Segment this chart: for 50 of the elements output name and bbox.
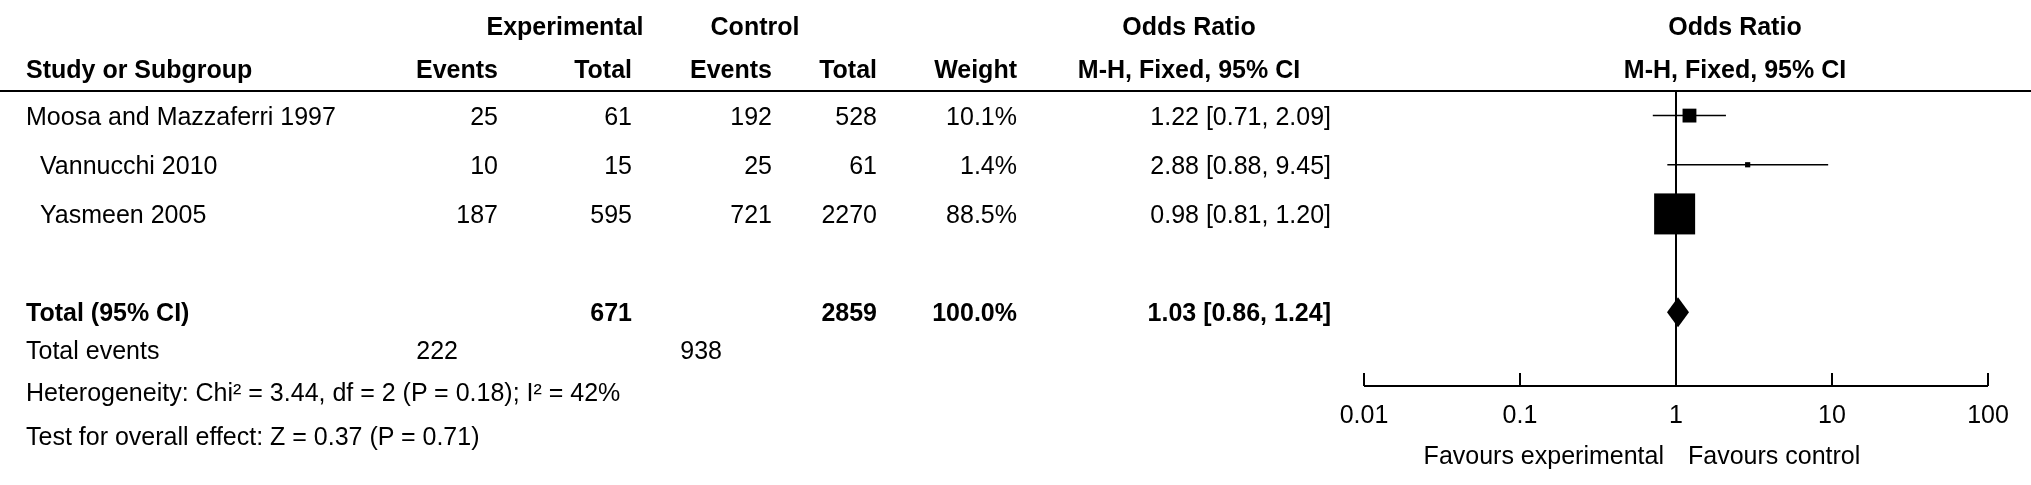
text: 1.03 [0.86, 1.24] — [1147, 298, 1331, 327]
text: 528 — [835, 101, 877, 130]
text: 0.98 [0.81, 1.20] — [1150, 199, 1331, 228]
text: 187 — [456, 199, 498, 228]
text: Favours control — [1688, 441, 1861, 469]
text: 222 — [416, 336, 458, 364]
text: 671 — [590, 298, 633, 327]
text: Control — [710, 12, 800, 40]
text: Test for overall effect: Z = 0.37 (P = 0.71) — [26, 422, 480, 450]
text: Vannucchi 2010 — [40, 150, 218, 179]
text: Total (95% CI) — [26, 298, 190, 327]
text: 1.22 [0.71, 2.09] — [1150, 101, 1331, 130]
text: 1.4% — [960, 150, 1017, 179]
text: Total — [574, 55, 632, 83]
text: 938 — [680, 336, 722, 364]
text: Events — [416, 55, 498, 83]
text: Yasmeen 2005 — [40, 199, 207, 228]
text: Heterogeneity: Chi² = 3.44, df = 2 (P = 0.18); I² = 42% — [26, 378, 621, 406]
text: Events — [690, 55, 772, 83]
chart-title: Odds Ratio — [1668, 12, 1802, 40]
text: Experimental — [486, 12, 644, 40]
text: 10.1% — [946, 101, 1017, 130]
x-tick-label: 0.01 — [1339, 400, 1389, 428]
text: 100.0% — [932, 298, 1017, 327]
text: Odds Ratio — [1122, 12, 1256, 40]
text: 61 — [604, 101, 632, 130]
text: Total events — [26, 336, 160, 364]
text: 2859 — [821, 298, 877, 327]
text: 25 — [744, 150, 772, 179]
text: 25 — [470, 101, 498, 130]
x-tick-label: 100 — [1967, 400, 2009, 428]
x-tick-label: 10 — [1818, 400, 1846, 428]
text: 15 — [604, 150, 632, 179]
x-tick-label: 0.1 — [1502, 400, 1538, 428]
text: 61 — [849, 150, 877, 179]
text: 721 — [730, 199, 772, 228]
x-tick-label: 1 — [1669, 400, 1683, 428]
text: 595 — [590, 199, 632, 228]
text: Favours experimental — [1423, 441, 1664, 469]
text: 88.5% — [946, 199, 1017, 228]
text: 2270 — [821, 199, 877, 228]
text: M-H, Fixed, 95% CI — [1077, 55, 1301, 83]
text: 2.88 [0.88, 9.45] — [1150, 150, 1331, 179]
text: Total — [819, 55, 877, 83]
text: Moosa and Mazzaferri 1997 — [26, 101, 336, 130]
text: 192 — [730, 101, 772, 130]
chart-subtitle: M-H, Fixed, 95% CI — [1623, 55, 1847, 83]
text: 10 — [470, 150, 498, 179]
text: Study or Subgroup — [26, 55, 253, 83]
text: Weight — [934, 55, 1018, 83]
